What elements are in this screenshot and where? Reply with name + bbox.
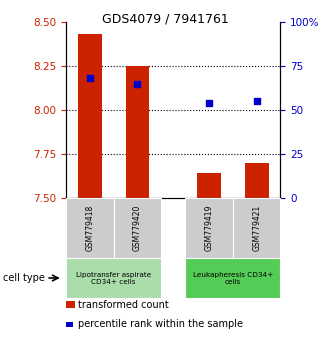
Text: GSM779418: GSM779418 [85,205,94,251]
Point [135,81,140,86]
Point [87,75,92,81]
Text: GSM779421: GSM779421 [252,205,261,251]
Bar [78,34,102,198]
Point [254,98,259,104]
Text: GSM779419: GSM779419 [205,205,214,251]
Text: percentile rank within the sample: percentile rank within the sample [78,319,243,330]
Text: GDS4079 / 7941761: GDS4079 / 7941761 [102,12,228,25]
Text: Leukapheresis CD34+
cells: Leukapheresis CD34+ cells [193,272,273,285]
Text: transformed count: transformed count [78,300,168,310]
Text: Lipotransfer aspirate
CD34+ cells: Lipotransfer aspirate CD34+ cells [76,272,151,285]
Text: GSM779420: GSM779420 [133,205,142,251]
Text: cell type: cell type [3,273,45,283]
Point [206,100,212,106]
Bar [197,173,221,198]
Bar [126,66,149,198]
Bar [245,163,269,198]
